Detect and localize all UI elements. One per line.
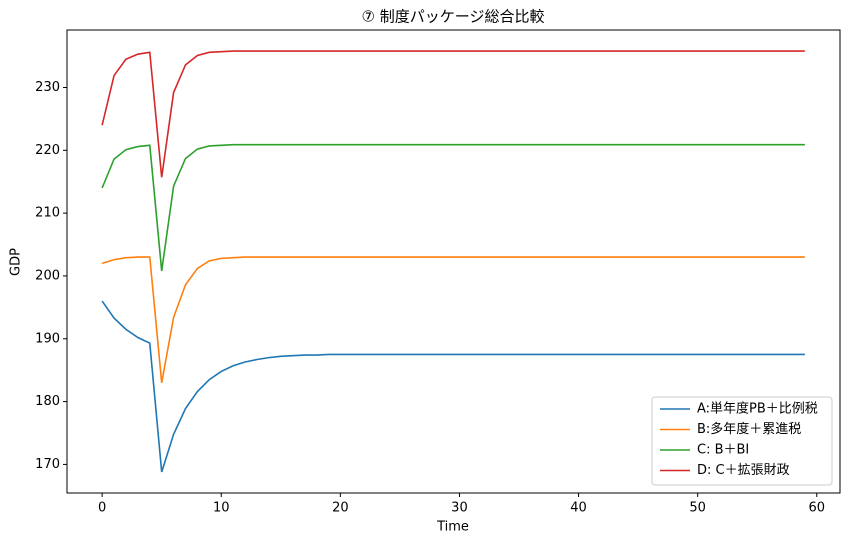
y-tick-label: 170 [35,457,60,472]
legend-box [651,396,833,486]
legend-label: A:単年度PB＋比例税 [697,401,818,417]
plot-frame [66,29,841,494]
chart-title: ⑦ 制度パッケージ総合比較 [362,8,545,26]
y-tick-label: 230 [35,80,60,95]
y-tick-label: 200 [35,268,60,283]
x-tick-label: 0 [98,501,106,516]
series-line [101,50,805,178]
legend-label: D: C＋拡張財政 [697,463,790,478]
y-tick-label: 180 [35,394,60,409]
legend-label: C: B＋BI [697,443,749,458]
x-tick-label: 10 [213,501,230,516]
series-line [101,300,805,473]
x-tick-label: 50 [689,501,706,516]
legend-label: B:多年度＋累進税 [697,421,801,437]
y-tick-label: 190 [35,331,60,346]
x-axis-label: Time [436,520,469,535]
x-tick-label: 60 [809,501,826,516]
y-tick-label: 220 [35,143,60,158]
y-axis-label: GDP [9,248,24,276]
series-line [101,256,805,383]
y-tick-label: 210 [35,206,60,221]
x-tick-label: 30 [451,501,468,516]
x-tick-label: 40 [570,501,587,516]
x-tick-label: 20 [332,501,349,516]
series-line [101,143,805,272]
